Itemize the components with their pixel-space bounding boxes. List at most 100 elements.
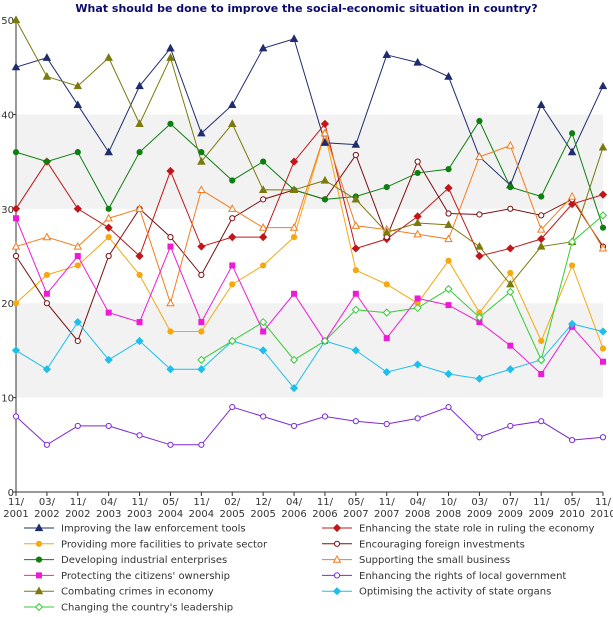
data-point [166, 298, 175, 307]
data-point [136, 149, 143, 156]
data-point [351, 194, 361, 203]
data-point [383, 281, 390, 288]
data-point [105, 234, 112, 241]
data-point [228, 204, 237, 212]
data-point [475, 313, 484, 322]
data-point [105, 309, 112, 316]
series-line [201, 215, 604, 362]
series-line [15, 122, 604, 257]
data-point [198, 149, 205, 156]
data-point [135, 336, 144, 346]
data-point [444, 72, 453, 80]
data-point [413, 229, 422, 238]
x-tick-label: 11/2002 [65, 497, 90, 520]
data-point [506, 244, 515, 253]
x-axis: 11/2001 03/2002 11/2002 04/2003 11/2003 05/20… [3, 491, 613, 520]
data-point [74, 262, 81, 269]
data-point [197, 185, 206, 194]
data-point [43, 290, 50, 297]
data-point [229, 177, 236, 184]
data-point [12, 413, 20, 420]
data-point [11, 241, 21, 250]
data-point [258, 185, 268, 194]
data-point [444, 183, 453, 193]
data-point [289, 34, 299, 42]
data-point [42, 232, 52, 241]
data-point [320, 175, 330, 184]
data-point [290, 234, 298, 241]
data-point [320, 128, 330, 137]
data-point [167, 120, 174, 127]
data-point [536, 224, 546, 233]
data-point [351, 221, 361, 229]
x-tick-label: 04/2006 [281, 497, 306, 520]
data-point [11, 346, 21, 355]
x-tick-label: 12/2005 [250, 497, 275, 520]
data-point [476, 211, 483, 218]
data-point [197, 156, 206, 165]
data-point [166, 365, 175, 374]
data-point [12, 149, 20, 156]
data-point [291, 290, 298, 297]
data-point [198, 328, 205, 335]
data-point [537, 355, 546, 364]
series-line [15, 218, 604, 375]
data-point [43, 158, 50, 165]
data-point [289, 223, 299, 231]
data-point [506, 279, 515, 288]
data-point [413, 218, 422, 227]
legend-label: Enhancing the state role in ruling the e… [359, 524, 595, 535]
data-point [475, 251, 484, 261]
data-point [42, 365, 52, 374]
data-point [507, 342, 514, 349]
data-point [445, 210, 452, 217]
data-point [105, 205, 112, 212]
series-line [15, 406, 604, 446]
data-point [228, 336, 237, 346]
data-point [538, 193, 545, 200]
data-point [74, 253, 81, 259]
data-point [197, 128, 206, 137]
data-point [567, 237, 577, 246]
x-tick-label: 10/2008 [436, 497, 461, 520]
data-point [43, 271, 50, 278]
grid-band [16, 397, 603, 492]
legend-label: Changing the country's leadership [61, 603, 233, 614]
data-point [599, 345, 607, 352]
legend-marker [34, 602, 44, 612]
data-point [74, 422, 81, 430]
data-point [12, 300, 20, 307]
data-point [167, 328, 174, 335]
series-line [15, 131, 604, 305]
legend-marker [35, 540, 43, 547]
x-tick-label: 03/2002 [34, 497, 59, 520]
y-tick-label: 10 [1, 394, 14, 405]
legend: Improving the law enforcement tools Enhan… [24, 523, 595, 614]
data-point [351, 346, 360, 355]
data-point [136, 432, 143, 439]
data-point [42, 53, 52, 61]
data-point [413, 57, 422, 66]
data-point [104, 53, 113, 61]
data-point [167, 243, 174, 250]
data-point [506, 140, 515, 149]
data-point [352, 290, 359, 297]
data-point [598, 327, 608, 336]
data-point [599, 434, 607, 441]
data-point [289, 185, 299, 194]
data-point [352, 418, 359, 425]
data-point [229, 215, 236, 222]
data-point [382, 50, 391, 59]
data-point [74, 337, 81, 345]
data-point [383, 420, 390, 428]
data-point [73, 204, 82, 213]
data-point [135, 81, 144, 90]
data-point [538, 418, 545, 425]
data-point [104, 213, 113, 222]
data-point [569, 262, 576, 269]
legend-marker [333, 540, 341, 547]
data-point [198, 319, 205, 326]
legend-marker [332, 587, 342, 596]
series-lines [15, 19, 604, 446]
x-tick-label: 11/2007 [374, 497, 399, 520]
